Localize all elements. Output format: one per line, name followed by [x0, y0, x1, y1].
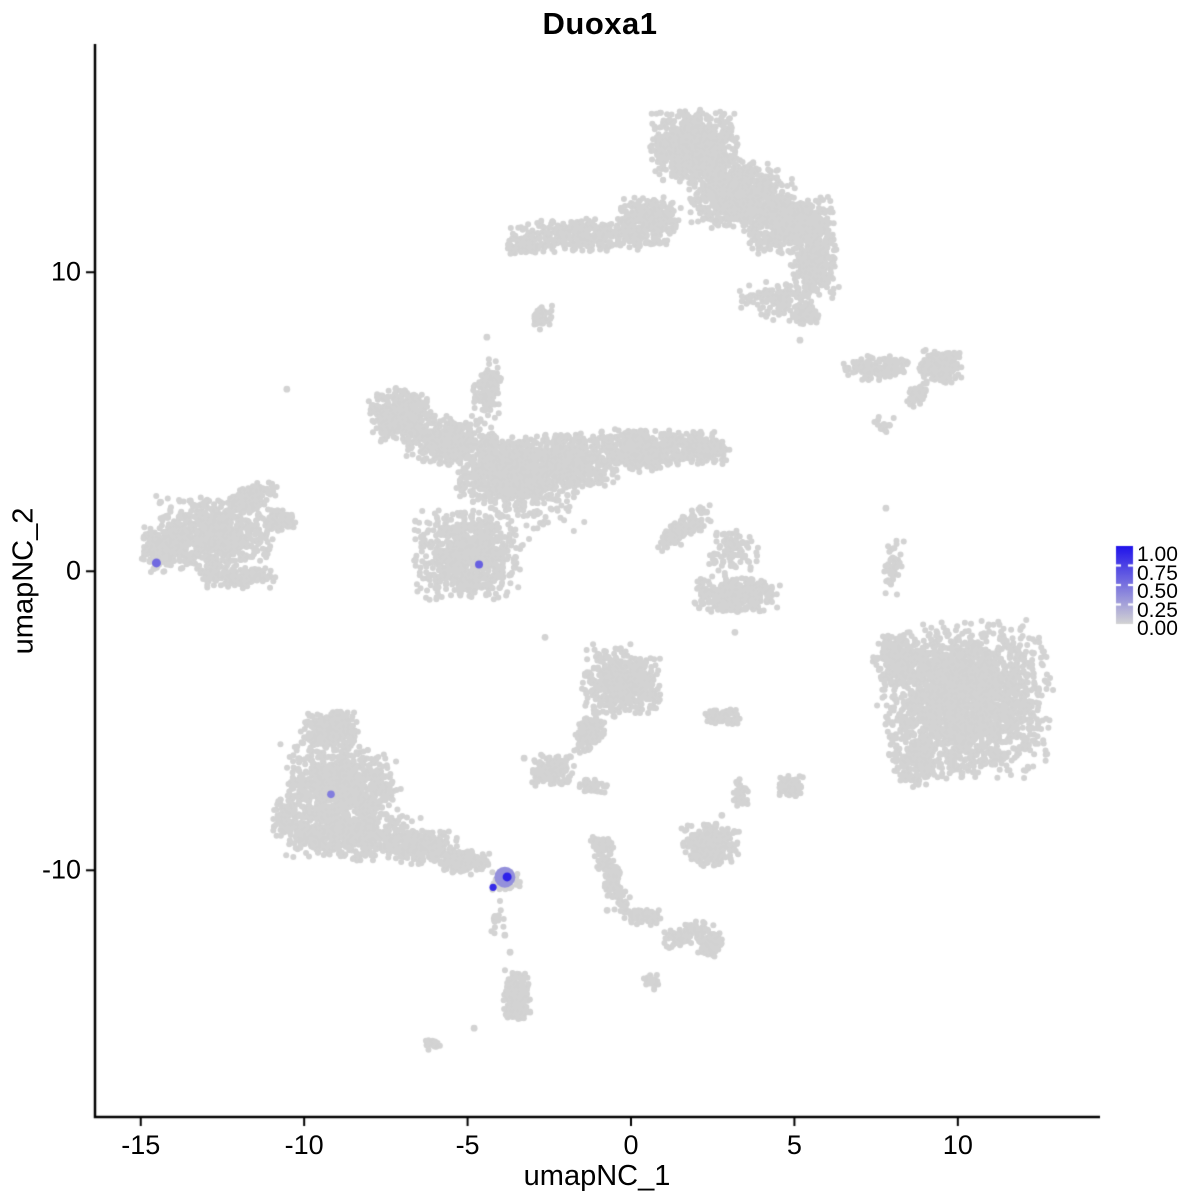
x-tick-label: 0	[623, 1130, 639, 1160]
x-tick-label: -15	[121, 1130, 161, 1160]
legend-tick-label: 1.00	[1137, 543, 1178, 566]
y-tick-label: 0	[65, 555, 81, 586]
x-tick-label: 10	[942, 1130, 973, 1160]
x-axis-title: umapNC_1	[523, 1160, 671, 1192]
x-tick-label: 5	[786, 1130, 802, 1160]
legend-tick-label: 0.00	[1137, 617, 1178, 640]
y-tick-label: 10	[50, 256, 81, 287]
legend-tick-label: 0.25	[1137, 598, 1178, 622]
x-tick-label: -5	[455, 1130, 480, 1160]
y-axis-title: umapNC_2	[7, 507, 40, 655]
plot-title: Duoxa1	[542, 6, 658, 41]
x-tick-label: -10	[284, 1130, 324, 1160]
y-tick-label: -10	[41, 854, 81, 885]
legend-tick-label: 0.75	[1137, 561, 1178, 585]
legend-tick-label: 0.50	[1137, 580, 1178, 603]
